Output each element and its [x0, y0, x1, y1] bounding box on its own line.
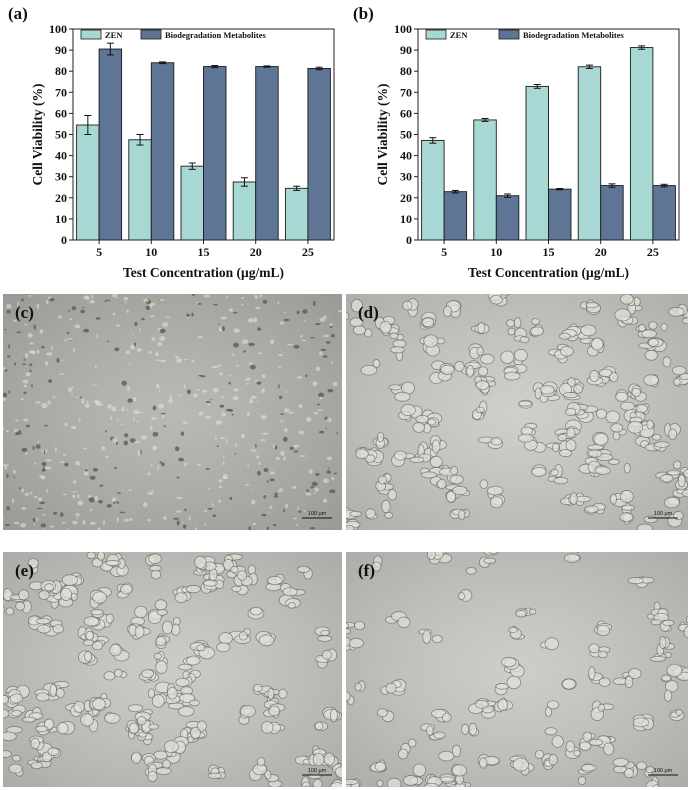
- y-tick-label: 30: [55, 170, 67, 184]
- y-tick-label: 50: [55, 128, 67, 142]
- y-tick-label: 80: [55, 64, 67, 78]
- x-axis-label: Test Concentration (μg/mL): [468, 265, 629, 280]
- bar-zen: [421, 139, 445, 241]
- x-tick-label: 10: [145, 245, 157, 259]
- y-tick-label: 60: [55, 106, 67, 120]
- y-tick-label: 90: [55, 43, 67, 57]
- chart-panel-a: (a) 0 10 20 30 40 50 60 70 80 90 100 5 10 15 20 25 Test C…: [8, 4, 335, 280]
- plot-frame: [72, 28, 335, 241]
- legend-swatch-zen: [425, 29, 447, 40]
- x-tick-label: 25: [647, 245, 659, 259]
- bar-biodegradation-metabolites: [495, 195, 520, 241]
- x-tick-label: 15: [198, 245, 210, 259]
- plot-frame: [417, 28, 680, 241]
- x-tick-label: 5: [441, 245, 447, 259]
- micrograph-d: 100 μm (d): [346, 294, 688, 530]
- bar-biodegradation-metabolites: [150, 62, 175, 241]
- y-tick-label: 100: [394, 22, 412, 36]
- scale-bar-label: 100 μm: [654, 511, 673, 517]
- legend-label-metabolites: Biodegradation Metabolites: [523, 30, 625, 40]
- x-axis-label: Test Concentration (μg/mL): [123, 265, 284, 280]
- bar-zen: [180, 165, 204, 241]
- micrograph-image: 100 μm: [346, 552, 688, 787]
- y-tick-label: 10: [55, 212, 67, 226]
- x-tick-label: 20: [250, 245, 262, 259]
- panel-label: (a): [8, 4, 28, 23]
- y-tick-label: 10: [400, 212, 412, 226]
- y-tick-label: 60: [400, 106, 412, 120]
- y-tick-label: 20: [55, 191, 67, 205]
- y-tick-label: 80: [400, 64, 412, 78]
- bar-biodegradation-metabolites: [548, 188, 572, 241]
- bar-zen: [577, 66, 602, 241]
- micrograph-c: 100 μm (c): [3, 294, 342, 530]
- legend-label-zen: ZEN: [450, 30, 468, 40]
- y-tick-label: 0: [61, 233, 67, 247]
- micrograph-image: 100 μm: [3, 294, 342, 530]
- legend-swatch-zen: [80, 29, 102, 40]
- y-tick-label: 0: [406, 233, 412, 247]
- y-axis-label: Cell Viability (%): [375, 84, 390, 186]
- bar-zen: [473, 119, 497, 241]
- y-tick-label: 90: [400, 43, 412, 57]
- bar-zen: [525, 85, 549, 241]
- scale-bar-label: 100 μm: [308, 768, 327, 774]
- bar-zen: [284, 187, 309, 241]
- chart-panel-b: (b) 0 10 20 30 40 50 60 70 80 90 100 5 10 15 20 25 Test C…: [353, 4, 680, 280]
- bar-biodegradation-metabolites: [307, 68, 331, 241]
- panel-label: (e): [15, 561, 34, 580]
- bar-biodegradation-metabolites: [600, 185, 624, 241]
- scale-bar-label: 100 μm: [308, 511, 327, 517]
- y-tick-label: 50: [400, 128, 412, 142]
- bar-zen: [76, 124, 100, 241]
- y-axis-label: Cell Viability (%): [30, 84, 45, 186]
- y-tick-label: 30: [400, 170, 412, 184]
- y-tick-label: 100: [49, 22, 67, 36]
- scale-bar-label: 100 μm: [654, 768, 673, 774]
- bar-zen: [232, 181, 257, 241]
- y-tick-label: 70: [55, 85, 67, 99]
- x-tick-label: 25: [302, 245, 314, 259]
- panel-label: (f): [358, 561, 375, 580]
- y-tick-label: 40: [55, 149, 67, 163]
- legend-label-metabolites: Biodegradation Metabolites: [165, 30, 267, 40]
- panel-label: (c): [15, 303, 34, 322]
- bar-biodegradation-metabolites: [652, 185, 676, 241]
- bar-zen: [128, 139, 152, 241]
- y-tick-label: 70: [400, 85, 412, 99]
- x-tick-label: 5: [96, 245, 102, 259]
- y-tick-label: 40: [400, 149, 412, 163]
- panel-label: (b): [353, 4, 374, 23]
- panel-label: (d): [358, 303, 379, 322]
- bar-biodegradation-metabolites: [203, 66, 227, 241]
- micrograph-e: 100 μm (e): [3, 552, 342, 787]
- bar-biodegradation-metabolites: [255, 66, 279, 241]
- bar-biodegradation-metabolites: [98, 48, 123, 241]
- legend-swatch-metabolites: [140, 29, 162, 40]
- y-tick-label: 20: [400, 191, 412, 205]
- bar-zen: [629, 47, 654, 241]
- micrograph-image: 100 μm: [3, 552, 342, 787]
- bar-biodegradation-metabolites: [443, 191, 468, 241]
- micrograph-f: 100 μm (f): [346, 552, 688, 787]
- legend-swatch-metabolites: [498, 29, 520, 40]
- x-tick-label: 20: [595, 245, 607, 259]
- x-tick-label: 15: [543, 245, 555, 259]
- micrograph-image: 100 μm: [346, 294, 688, 530]
- legend-label-zen: ZEN: [105, 30, 123, 40]
- x-tick-label: 10: [490, 245, 502, 259]
